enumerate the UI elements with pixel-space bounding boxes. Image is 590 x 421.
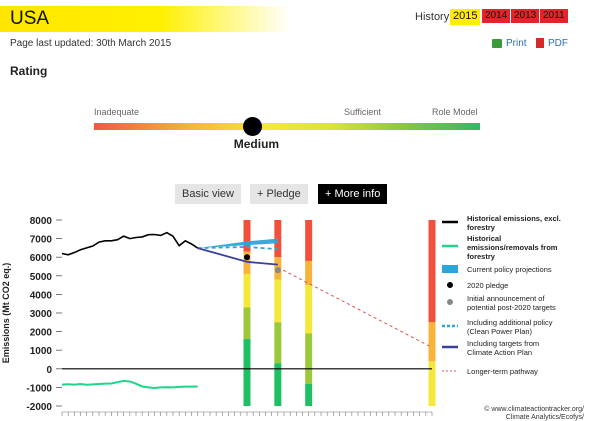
rating-value: Medium: [233, 137, 280, 151]
legend-label: Climate Action Plan: [467, 348, 532, 357]
rating-column-2025-band-4: [274, 363, 282, 406]
scale-label-sufficient: Sufficient: [344, 107, 381, 117]
legend-label: Current policy projections: [467, 265, 552, 274]
y-tick-label: 7000: [30, 235, 53, 246]
series-clean-power-plan: [197, 246, 278, 251]
series-current-policy: [197, 238, 278, 249]
rating-marker: [242, 117, 262, 136]
y-tick-label: -1000: [26, 383, 52, 394]
rating-column-2030-band-0: [305, 220, 313, 261]
scale-label-inadequate: Inadequate: [94, 107, 140, 117]
y-tick-label: -2000: [26, 402, 52, 413]
rating-column-2030-band-4: [305, 383, 313, 406]
page-title: USA: [10, 8, 50, 29]
y-tick-label: 5000: [30, 272, 53, 283]
rating-scale-bar: [94, 123, 480, 130]
rating-column-2030-band-3: [305, 333, 313, 384]
pdf-label: PDF: [548, 38, 568, 49]
series-longer-term: [277, 266, 433, 348]
rating-column-2030-band-1: [305, 260, 313, 286]
print-label: Print: [506, 38, 527, 49]
y-tick-label: 3000: [30, 309, 53, 320]
history-label: History:: [415, 11, 453, 23]
print-link[interactable]: Print: [492, 38, 527, 49]
rating-column-2025-band-2: [274, 279, 282, 323]
rating-column-2020-band-0: [243, 220, 251, 252]
rating-column-2050-band-0: [428, 220, 436, 323]
rating-column-2025-band-3: [274, 322, 282, 364]
point-2020-pledge: [244, 254, 250, 261]
legend-label: potential post-2020 targets: [467, 303, 556, 312]
legend-label: Historical: [467, 234, 501, 243]
legend-label: 2020 pledge: [467, 281, 508, 290]
rating-column-2020-band-4: [243, 339, 251, 406]
legend-label: Historical emissions, excl.: [467, 214, 561, 223]
legend-label: forestry: [467, 223, 496, 232]
print-icon: [492, 38, 502, 48]
legend-label: Initial announcement of: [467, 294, 545, 303]
rating-column-2020-band-1: [243, 251, 251, 274]
scale-label-role-model: Role Model: [432, 107, 478, 117]
history-year-2013[interactable]: 2013: [511, 9, 540, 23]
point-post-2020: [274, 267, 281, 274]
series-forestry: [61, 379, 198, 389]
y-axis-label: Emissions (Mt CO2 eq.): [1, 263, 11, 364]
legend-label: Including additional policy: [467, 318, 553, 327]
history-year-2014[interactable]: 2014: [482, 9, 511, 23]
rating-column-2050-band-1: [428, 322, 436, 362]
y-tick-label: 1000: [30, 346, 53, 357]
rating-column-2030-band-2: [305, 285, 313, 334]
legend-label: forestry: [467, 252, 496, 261]
y-tick-label: 4000: [30, 290, 53, 301]
source-credit-line1: © www.climateactiontracker.org/: [484, 405, 584, 413]
history-year-2015[interactable]: 2015: [450, 9, 481, 25]
legend-label: Including targets from: [467, 339, 539, 348]
y-tick-label: 2000: [30, 328, 53, 339]
y-tick-label: 0: [46, 365, 52, 376]
basic-view-button[interactable]: Basic view: [175, 184, 241, 204]
series-climate-action-plan: [197, 247, 278, 266]
series-historical: [61, 231, 199, 256]
pdf-link[interactable]: PDF: [536, 38, 568, 49]
pdf-icon: [536, 38, 544, 49]
legend-swatch: [442, 265, 458, 273]
legend-label: Longer-term pathway: [467, 367, 538, 376]
emissions-chart: 8000 7000 6000 5000 4000 3000 2000 1000 0 -1000 -2…: [1, 214, 584, 421]
rating-column-2020-band-2: [243, 273, 251, 308]
rating-column-2020-band-3: [243, 307, 251, 340]
legend-swatch: [447, 299, 453, 305]
legend-label: (Clean Power Plan): [467, 327, 533, 336]
source-credit-line2: Climate Analytics/Ecofys/: [506, 414, 584, 421]
pledge-button[interactable]: + Pledge: [250, 184, 308, 204]
rating-heading: Rating: [10, 64, 48, 78]
y-tick-label: 6000: [30, 253, 53, 264]
legend-swatch: [447, 282, 453, 288]
legend-label: emissions/removals from: [467, 243, 558, 252]
more-info-button[interactable]: + More info: [318, 184, 388, 204]
history-year-2011[interactable]: 2011: [540, 9, 568, 23]
y-tick-label: 8000: [30, 216, 53, 227]
last-updated: Page last updated: 30th March 2015: [10, 38, 172, 49]
rating-column-2050-band-2: [428, 361, 436, 406]
title-band: [0, 6, 290, 32]
